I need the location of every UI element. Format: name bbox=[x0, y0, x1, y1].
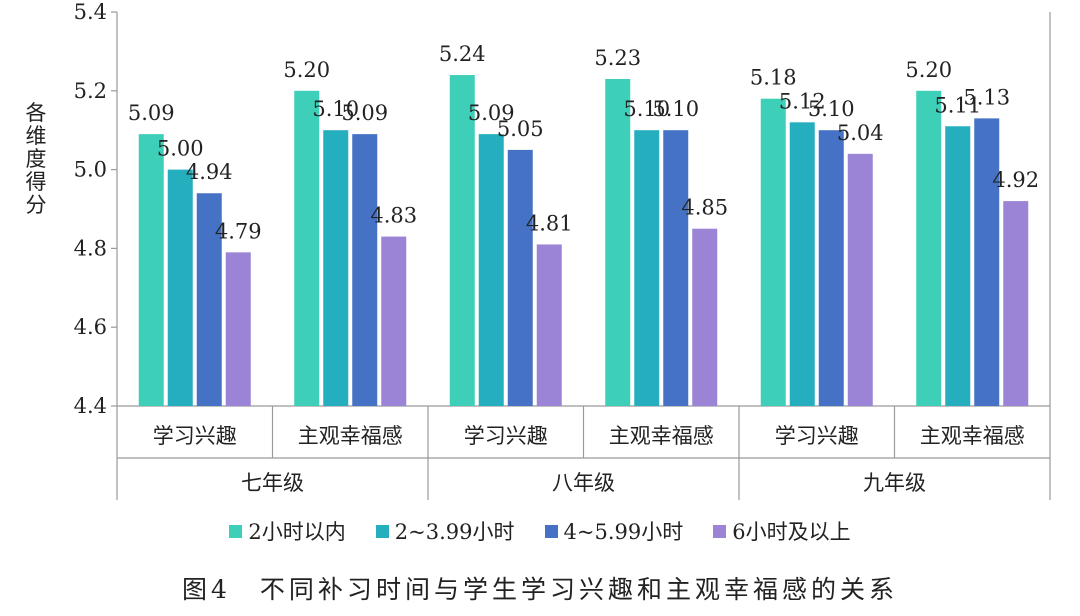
bar-3-1 bbox=[381, 236, 407, 406]
x-group-label: 七年级 bbox=[241, 471, 304, 495]
legend-item-0: 2小时以内 bbox=[229, 516, 346, 546]
legend-swatch-3 bbox=[713, 524, 727, 538]
bar-1-1 bbox=[323, 130, 349, 406]
bar-1-5 bbox=[945, 126, 971, 406]
bar-0-3 bbox=[605, 78, 631, 406]
bar-1-4 bbox=[789, 122, 815, 406]
legend: 2小时以内 2~3.99小时 4~5.99小时 6小时及以上 bbox=[0, 516, 1080, 546]
data-label: 5.24 bbox=[439, 42, 486, 66]
x-category-label: 学习兴趣 bbox=[153, 424, 237, 448]
data-label: 5.23 bbox=[594, 46, 641, 70]
data-label: 5.11 bbox=[934, 93, 981, 117]
bar-3-0 bbox=[225, 252, 251, 406]
y-tick-label: 5.2 bbox=[74, 79, 107, 103]
bar-1-0 bbox=[167, 169, 193, 406]
bar-2-4 bbox=[818, 130, 844, 406]
legend-label-2: 4~5.99小时 bbox=[563, 520, 684, 544]
legend-label-3: 6小时及以上 bbox=[732, 520, 851, 544]
y-axis-label-char: 度 bbox=[26, 147, 47, 171]
data-label: 5.00 bbox=[157, 137, 204, 161]
data-label: 5.09 bbox=[468, 101, 515, 125]
data-label: 5.04 bbox=[837, 121, 884, 145]
x-group-label: 八年级 bbox=[552, 471, 615, 495]
bar-3-3 bbox=[692, 228, 718, 406]
bar-3-5 bbox=[1003, 201, 1029, 406]
data-label: 5.10 bbox=[623, 97, 670, 121]
y-axis-label-char: 各 bbox=[26, 101, 47, 125]
y-tick-label: 4.4 bbox=[74, 394, 107, 418]
data-label: 5.18 bbox=[750, 66, 797, 90]
x-category-label: 学习兴趣 bbox=[775, 424, 859, 448]
x-category-label: 主观幸福感 bbox=[298, 424, 403, 448]
y-tick-label: 4.6 bbox=[74, 315, 107, 339]
legend-swatch-0 bbox=[229, 524, 243, 538]
legend-swatch-1 bbox=[375, 524, 389, 538]
data-label: 5.13 bbox=[963, 85, 1010, 109]
y-tick-label: 5.0 bbox=[74, 158, 107, 182]
y-axis-label-char: 得 bbox=[26, 170, 47, 194]
data-label: 4.92 bbox=[992, 168, 1039, 192]
data-label: 5.20 bbox=[283, 58, 330, 82]
x-category-label: 主观幸福感 bbox=[609, 424, 714, 448]
x-category-label: 主观幸福感 bbox=[920, 424, 1025, 448]
x-category-label: 学习兴趣 bbox=[464, 424, 548, 448]
data-label: 5.10 bbox=[312, 97, 359, 121]
bar-2-0 bbox=[196, 193, 222, 406]
bar-0-1 bbox=[294, 90, 320, 407]
legend-item-3: 6小时及以上 bbox=[713, 516, 851, 546]
data-label: 4.79 bbox=[215, 219, 262, 243]
data-label: 4.81 bbox=[526, 211, 573, 235]
bar-2-2 bbox=[507, 149, 533, 406]
bar-1-3 bbox=[634, 130, 660, 406]
data-label: 5.10 bbox=[652, 97, 699, 121]
data-label: 5.10 bbox=[808, 97, 855, 121]
y-tick-label: 5.4 bbox=[74, 0, 107, 24]
legend-label-0: 2小时以内 bbox=[248, 520, 346, 544]
legend-item-1: 2~3.99小时 bbox=[375, 516, 515, 546]
bar-3-2 bbox=[536, 244, 562, 406]
bar-2-5 bbox=[974, 118, 1000, 406]
data-label: 5.20 bbox=[905, 58, 952, 82]
data-label: 4.94 bbox=[186, 160, 233, 184]
bar-2-3 bbox=[663, 130, 689, 406]
data-label: 4.83 bbox=[370, 204, 417, 228]
data-label: 4.85 bbox=[681, 196, 728, 220]
legend-item-2: 4~5.99小时 bbox=[544, 516, 684, 546]
bar-0-2 bbox=[449, 75, 475, 406]
data-label: 5.09 bbox=[341, 101, 388, 125]
y-axis-label-char: 维 bbox=[26, 124, 47, 148]
bar-0-5 bbox=[916, 90, 942, 407]
legend-label-1: 2~3.99小时 bbox=[394, 520, 515, 544]
figure-caption: 图4 不同补习时间与学生学习兴趣和主观幸福感的关系 bbox=[182, 575, 898, 604]
x-group-label: 九年级 bbox=[863, 471, 926, 495]
bar-0-4 bbox=[760, 98, 786, 407]
y-tick-label: 4.8 bbox=[74, 236, 107, 260]
y-axis-label-char: 分 bbox=[26, 193, 47, 217]
bar-3-4 bbox=[847, 153, 873, 406]
bar-1-2 bbox=[478, 134, 504, 406]
legend-swatch-2 bbox=[544, 524, 558, 538]
bar-0-0 bbox=[138, 134, 164, 406]
bar-2-1 bbox=[352, 134, 378, 406]
data-label: 5.05 bbox=[497, 117, 544, 141]
data-label: 5.09 bbox=[128, 101, 175, 125]
data-label: 5.12 bbox=[779, 89, 826, 113]
